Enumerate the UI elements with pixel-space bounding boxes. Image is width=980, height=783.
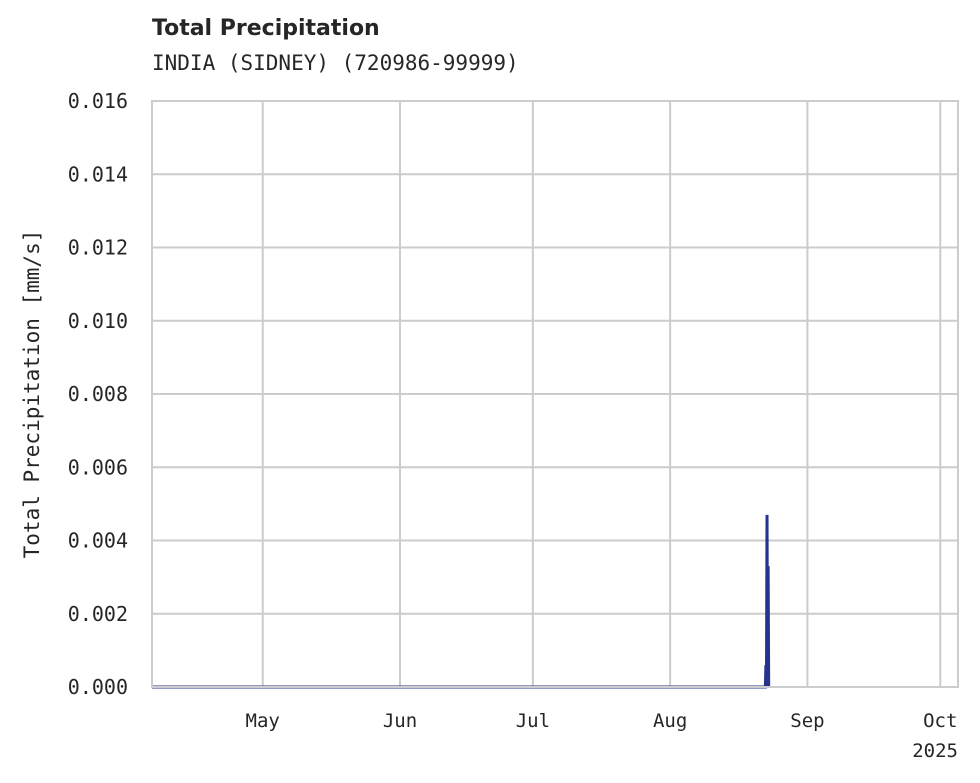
x-offset-label: 2025 — [912, 740, 958, 762]
y-tick-label: 0.016 — [68, 89, 128, 113]
x-tick-label: Jun — [383, 710, 417, 732]
plot-frame — [151, 100, 959, 688]
y-tick-label: 0.000 — [68, 675, 128, 699]
x-tick-labels: May Jun Jul Aug Sep Oct — [246, 710, 958, 732]
x-tick-label: Sep — [790, 710, 824, 732]
y-tick-labels: 0.000 0.002 0.004 0.006 0.008 0.010 0.012 0.014… — [68, 89, 128, 699]
y-tick-label: 0.012 — [68, 236, 128, 260]
y-tick-label: 0.014 — [68, 162, 128, 186]
y-tick-label: 0.004 — [68, 529, 128, 553]
chart-title: Total Precipitation — [152, 16, 380, 41]
y-tick-label: 0.006 — [68, 455, 128, 479]
y-tick-label: 0.010 — [68, 309, 128, 333]
y-axis-label: Total Precipitation [mm/s] — [20, 230, 44, 559]
y-tick-label: 0.008 — [68, 382, 128, 406]
chart-subtitle: INDIA (SIDNEY) (720986-99999) — [152, 51, 519, 75]
x-tick-label: Jul — [516, 710, 550, 732]
x-tick-label: Oct — [923, 710, 957, 732]
grid — [152, 100, 958, 688]
y-tick-label: 0.002 — [68, 602, 128, 626]
x-tick-label: May — [246, 710, 280, 732]
x-tick-label: Aug — [653, 710, 687, 732]
